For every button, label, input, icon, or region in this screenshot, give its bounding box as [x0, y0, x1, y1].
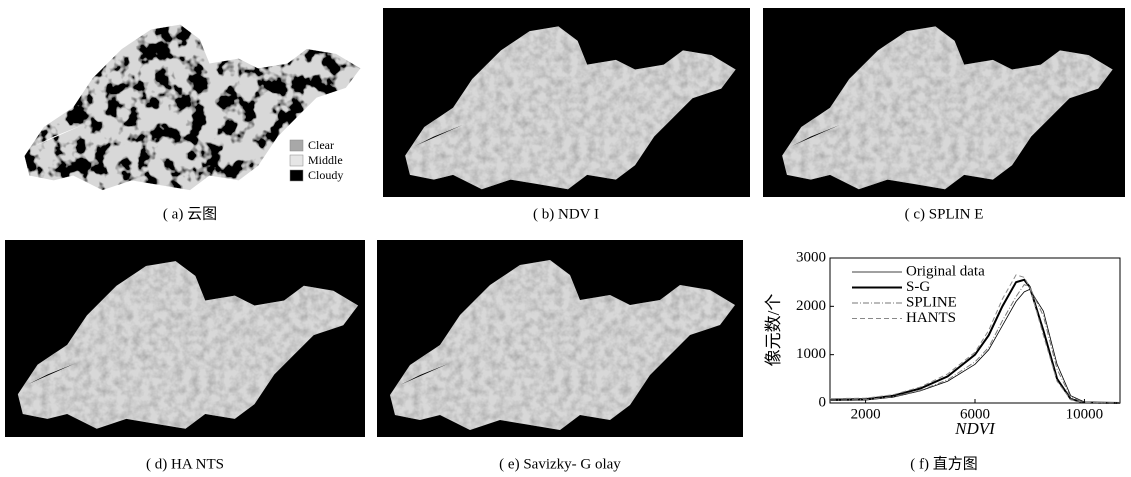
series-line	[830, 275, 1120, 403]
map-savgol	[377, 240, 743, 437]
series-line	[830, 280, 1120, 403]
map-spline	[763, 8, 1125, 197]
plot-frame	[830, 258, 1120, 403]
series-line	[830, 289, 1120, 403]
legend-swatch	[290, 170, 303, 181]
caption: ( a) 云图	[163, 205, 217, 222]
legend-label: SPLINE	[906, 294, 957, 310]
caption: ( d) HA NTS	[146, 456, 224, 472]
map-hants	[5, 240, 365, 437]
map-ndvi	[383, 8, 750, 197]
caption: ( f) 直方图	[910, 455, 978, 472]
x-tick-label: 6000	[960, 406, 990, 422]
legend-label: Original data	[906, 263, 985, 279]
legend-swatch	[290, 155, 303, 166]
legend-label: S-G	[906, 279, 930, 295]
legend-label: Middle	[308, 153, 343, 167]
legend-label: HANTS	[906, 310, 956, 326]
y-axis-label: 像元数/个	[764, 294, 783, 367]
figure: ClearMiddleCloudy ( a) 云图 ( b) NDV I ( c…	[0, 0, 1131, 477]
y-tick-label: 0	[819, 394, 827, 410]
series-line	[830, 285, 1120, 403]
caption: ( e) Savizky- G olay	[499, 456, 621, 472]
x-tick-label: 10000	[1066, 406, 1104, 422]
legend-label: Cloudy	[308, 168, 343, 182]
caption: ( b) NDV I	[533, 206, 599, 222]
legend-label: Clear	[308, 138, 334, 152]
caption: ( c) SPLIN E	[905, 206, 984, 222]
y-tick-label: 2000	[796, 298, 826, 314]
legend-swatch	[290, 140, 303, 151]
y-tick-label: 1000	[796, 346, 826, 362]
y-tick-label: 3000	[796, 249, 826, 265]
page: ClearMiddleCloudy ( a) 云图 ( b) NDV I ( c…	[0, 0, 1131, 477]
x-tick-label: 2000	[851, 406, 881, 422]
